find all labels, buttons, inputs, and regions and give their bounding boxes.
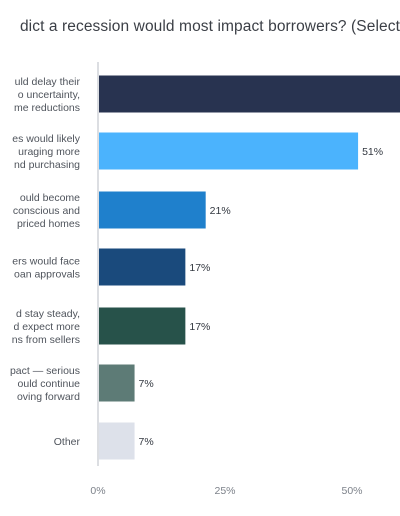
bar-3 [99,248,186,286]
bar-4 [99,307,186,345]
bar-1 [99,132,359,170]
value-label-4: 17% [189,321,210,333]
category-label-5-0: pact — serious [10,365,80,377]
category-label-6-0: Other [54,436,81,448]
category-label-2-1: conscious and [13,205,80,217]
value-label-6: 7% [139,436,154,448]
category-label-4-2: ns from sellers [12,334,80,346]
value-label-1: 51% [362,146,383,158]
bar-2 [99,191,206,229]
category-label-4-0: d stay steady, [16,308,80,320]
category-label-5-1: ould continue [18,378,81,390]
category-label-1-2: nd purchasing [14,159,80,171]
category-label-3-1: oan approvals [14,269,80,281]
category-label-1-0: es would likely [12,133,80,145]
chart-title: dict a recession would most impact borro… [19,18,400,35]
bar-0 [99,75,400,113]
value-label-5: 7% [139,378,154,390]
category-label-0-2: me reductions [14,102,80,114]
category-label-5-2: oving forward [17,391,80,403]
x-tick-label-2: 50% [341,485,362,497]
x-tick-label-0: 0% [90,485,105,497]
value-label-2: 21% [210,205,231,217]
category-label-3-0: ers would face [12,256,80,268]
bar-5 [99,364,135,402]
category-label-4-1: d expect more [13,321,80,333]
bar-6 [99,422,135,460]
category-label-0-1: o uncertainty, [18,89,80,101]
category-label-2-2: priced homes [17,218,80,230]
category-label-1-1: uraging more [18,146,80,158]
category-label-2-0: ould become [20,192,80,204]
x-tick-label-1: 25% [214,485,235,497]
value-label-3: 17% [189,262,210,274]
category-label-0-0: uld delay their [15,76,81,88]
